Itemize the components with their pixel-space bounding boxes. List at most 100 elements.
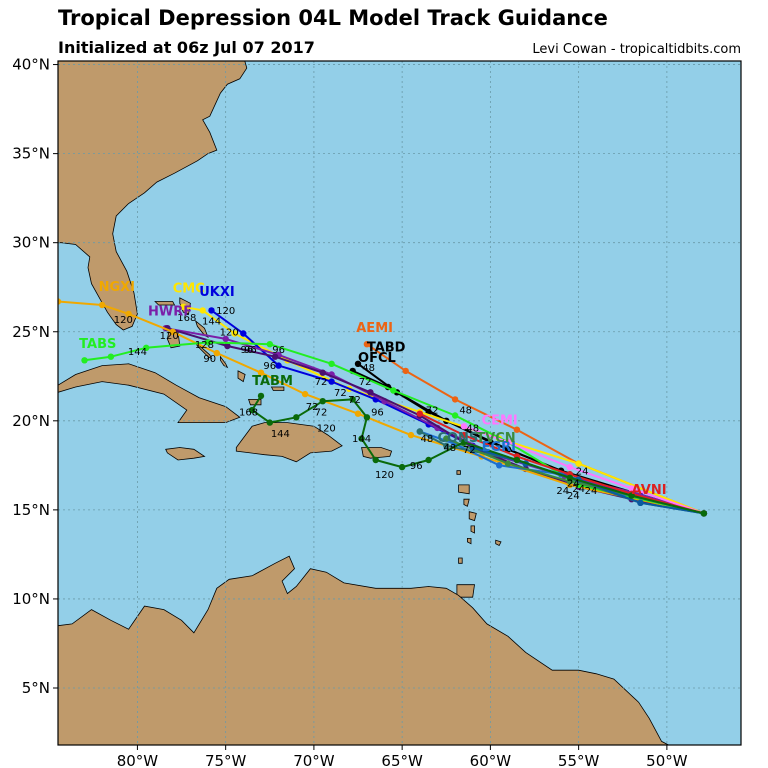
model-label-cons: CONS xyxy=(437,431,478,446)
model-label-cemi: CEMI xyxy=(482,413,518,428)
lat-tick-label: 10°N xyxy=(12,590,50,608)
model-label-hwrf: HWRF xyxy=(148,305,192,320)
model-label-ngxi: NGXI xyxy=(99,280,135,295)
forecast-hour-label: 168 xyxy=(239,407,258,418)
track-point xyxy=(504,460,512,467)
track-point xyxy=(504,439,512,446)
track-point xyxy=(257,392,265,400)
forecast-hour-label: 72 xyxy=(348,395,361,406)
track-point xyxy=(566,474,573,481)
track-point xyxy=(566,463,573,471)
lon-tick-label: 75°W xyxy=(205,752,247,768)
model-label-ofcl: OFCL xyxy=(358,351,396,366)
track-point xyxy=(628,485,635,492)
track-point xyxy=(398,463,406,471)
forecast-hour-label: 128 xyxy=(195,340,214,351)
land-guadeloupe xyxy=(458,484,470,495)
forecast-hour-label: 120 xyxy=(375,470,394,481)
land-trinidad xyxy=(456,584,475,598)
track-point xyxy=(81,357,88,364)
track-point xyxy=(301,390,309,398)
forecast-hour-label: 24 xyxy=(556,486,569,497)
model-label-cmc: CMC xyxy=(173,282,205,297)
track-point xyxy=(496,462,503,469)
track-point xyxy=(425,456,432,464)
forecast-hour-label: 72 xyxy=(315,377,328,388)
lon-tick-label: 50°W xyxy=(646,752,688,768)
track-point xyxy=(487,439,494,446)
credit-text: Levi Cowan - tropicaltidbits.com xyxy=(532,42,741,57)
track-point xyxy=(407,431,415,439)
forecast-hour-label: 96 xyxy=(244,345,257,356)
forecast-hour-label: 120 xyxy=(114,315,133,326)
land-jamaica xyxy=(165,447,206,461)
forecast-hour-label: 48 xyxy=(459,406,472,417)
land-antigua xyxy=(456,470,461,475)
track-point xyxy=(266,419,273,426)
chart-title: Tropical Depression 04L Model Track Guid… xyxy=(58,6,608,30)
forecast-hour-label: 72 xyxy=(315,407,328,418)
track-point xyxy=(248,406,256,414)
model-label-avni: AVNI xyxy=(632,483,667,498)
forecast-hour-label: 144 xyxy=(202,317,221,328)
track-point xyxy=(637,499,644,506)
land-bahamas-gbi xyxy=(154,301,176,306)
track-point xyxy=(240,330,247,337)
forecast-hour-label: 72 xyxy=(306,402,319,413)
track-point xyxy=(224,342,231,350)
land-st-lucia xyxy=(470,525,475,534)
forecast-hour-label: 24 xyxy=(576,466,589,477)
forecast-hour-label: 72 xyxy=(426,406,439,417)
track-point xyxy=(293,414,300,421)
forecast-hour-label: 48 xyxy=(362,363,375,374)
lat-tick-label: 20°N xyxy=(12,412,50,430)
model-label-egri: EGRI xyxy=(482,440,516,455)
track-point xyxy=(319,398,326,405)
forecast-hour-label: 72 xyxy=(463,445,476,456)
forecast-hour-label: 96 xyxy=(263,361,276,372)
land-martinique xyxy=(468,511,477,522)
track-point xyxy=(213,349,220,357)
model-label-tabm: TABM xyxy=(252,374,293,389)
forecast-hour-label: 168 xyxy=(177,313,196,324)
track-point xyxy=(575,460,582,467)
land-st-vincent xyxy=(466,538,472,545)
forecast-hour-label: 96 xyxy=(272,345,285,356)
lon-tick-label: 65°W xyxy=(381,752,423,768)
chart-subtitle: Initialized at 06z Jul 07 2017 xyxy=(58,38,315,57)
track-point xyxy=(460,431,468,439)
lat-tick-label: 25°N xyxy=(12,323,50,341)
track-point xyxy=(358,435,365,442)
track-point xyxy=(169,328,176,335)
forecast-hour-label: 96 xyxy=(371,407,384,418)
track-tabm xyxy=(251,395,705,515)
land-north-america xyxy=(58,61,248,331)
track-point xyxy=(180,303,187,310)
model-tracks xyxy=(58,298,708,517)
forecast-hour-label: 72 xyxy=(334,388,347,399)
model-label-tvcn: TVCN xyxy=(476,431,515,446)
forecast-hour-label: 48 xyxy=(466,424,479,435)
lat-tick-label: 30°N xyxy=(12,234,50,252)
model-label-ukxi: UKXI xyxy=(199,285,235,300)
lat-tick-label: 40°N xyxy=(12,56,50,74)
lat-tick-label: 5°N xyxy=(22,679,50,697)
land-south-america xyxy=(58,555,669,745)
track-point xyxy=(199,307,206,314)
track-point xyxy=(204,339,212,346)
track-point xyxy=(513,426,521,433)
track-point xyxy=(372,456,379,464)
track-point xyxy=(354,360,362,367)
lat-tick-label: 15°N xyxy=(12,501,50,519)
forecast-hour-label: 144 xyxy=(128,347,147,358)
model-label-tabs: TABS xyxy=(79,337,116,352)
track-point xyxy=(367,389,374,396)
track-point xyxy=(513,456,521,464)
forecast-hour-label: 120 xyxy=(317,424,336,435)
track-point xyxy=(628,492,635,499)
track-point xyxy=(402,367,409,375)
lon-tick-label: 70°W xyxy=(293,752,335,768)
track-point xyxy=(143,344,150,351)
